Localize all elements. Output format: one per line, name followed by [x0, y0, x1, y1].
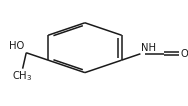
Text: NH: NH: [141, 43, 156, 53]
Text: O: O: [180, 49, 188, 59]
Text: HO: HO: [9, 41, 24, 51]
Text: CH$_3$: CH$_3$: [12, 70, 33, 84]
